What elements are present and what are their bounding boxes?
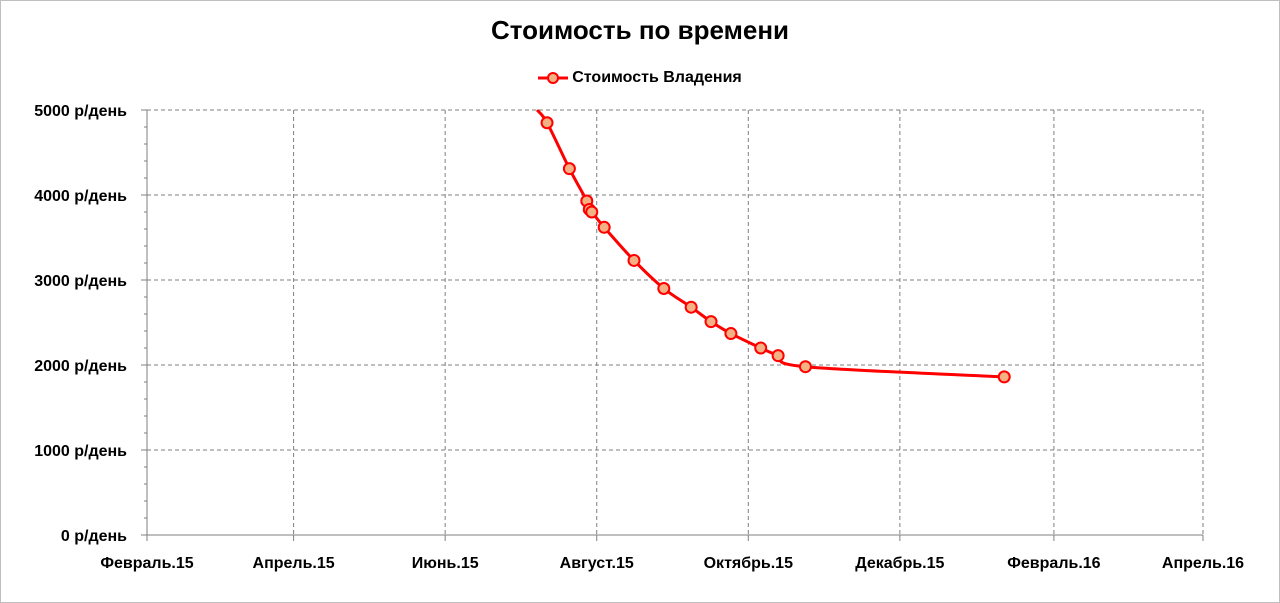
series-point <box>627 253 641 267</box>
gridlines <box>147 109 1204 535</box>
y-tick-label: 3000 р/день <box>34 273 127 290</box>
series-line <box>535 109 1005 379</box>
legend: Стоимость Владения <box>1 69 1279 87</box>
y-tick-label: 2000 р/день <box>34 358 127 375</box>
legend-label: Стоимость Владения <box>572 69 742 86</box>
legend-line-marker-icon <box>538 72 569 84</box>
x-tick-label: Декабрь.15 <box>855 555 944 572</box>
x-tick-label: Июнь.15 <box>412 555 479 572</box>
axes <box>141 109 1204 541</box>
y-tick-label: 0 р/день <box>61 528 127 545</box>
x-tick-label: Апрель.15 <box>253 555 335 572</box>
x-tick-labels: Февраль.15 Апрель.15 Июнь.15 Август.15 Октяб… <box>100 555 1244 572</box>
series-point <box>798 360 812 374</box>
series-point <box>997 370 1011 384</box>
series-point <box>684 300 698 314</box>
y-tick-label: 5000 р/день <box>34 103 127 120</box>
series-group <box>535 109 1011 384</box>
x-tick-label: Февраль.16 <box>1007 555 1100 572</box>
x-tick-label: Август.15 <box>560 555 634 572</box>
series-point <box>724 327 738 341</box>
chart-title: Стоимость по времени <box>490 15 790 45</box>
y-tick-labels: 0 р/день 1000 р/день 2000 р/день 3000 р/ден… <box>34 103 127 545</box>
series-point <box>562 162 576 176</box>
series-point <box>754 341 768 355</box>
y-tick-label: 4000 р/день <box>34 188 127 205</box>
series-point <box>585 205 599 219</box>
x-tick-label: Апрель.16 <box>1162 555 1244 572</box>
series-point <box>657 282 671 295</box>
y-tick-label: 1000 р/день <box>34 443 127 460</box>
series-point <box>540 116 554 130</box>
x-tick-label: Февраль.15 <box>100 555 193 572</box>
series-point <box>704 315 718 329</box>
series-point <box>771 349 785 363</box>
x-tick-label: Октябрь.15 <box>704 555 793 572</box>
series-point <box>597 220 611 234</box>
